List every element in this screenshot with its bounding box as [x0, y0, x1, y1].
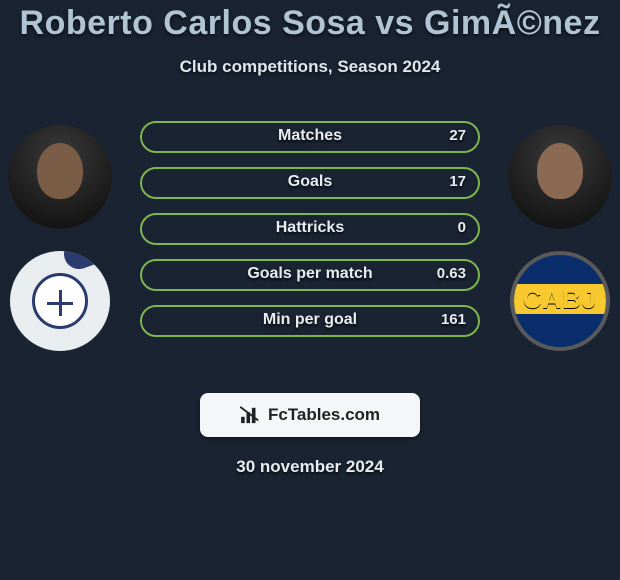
- crest-shield-icon: [32, 273, 88, 329]
- club-badge-left: [10, 251, 110, 351]
- stat-value: 17: [449, 173, 466, 190]
- stat-pill-hattricks: Hattricks 0: [140, 213, 480, 245]
- stat-label: Goals: [142, 173, 478, 191]
- club-badge-right: CABJ: [510, 251, 610, 351]
- stat-pill-goals: Goals 17: [140, 167, 480, 199]
- avatar-placeholder: [508, 125, 612, 229]
- stat-value: 27: [449, 127, 466, 144]
- page-title: Roberto Carlos Sosa vs GimÃ©nez: [0, 4, 620, 43]
- boca-crest: CABJ: [514, 251, 606, 351]
- stat-pill-list: Matches 27 Goals 17 Hattricks 0 Goals pe…: [140, 121, 480, 337]
- stat-label: Hattricks: [142, 219, 478, 237]
- boca-stripe: CABJ: [514, 284, 606, 314]
- right-player-column: CABJ: [508, 125, 612, 351]
- stat-label: Matches: [142, 127, 478, 145]
- avatar-placeholder: [8, 125, 112, 229]
- boca-initials: CABJ: [523, 284, 598, 315]
- crest-plume-icon: [60, 251, 98, 273]
- subtitle: Club competitions, Season 2024: [0, 57, 620, 77]
- attribution-text: FcTables.com: [268, 405, 380, 425]
- attribution-badge: FcTables.com: [200, 393, 420, 437]
- stat-pill-min-per-goal: Min per goal 161: [140, 305, 480, 337]
- date-line: 30 november 2024: [0, 457, 620, 477]
- stat-pill-goals-per-match: Goals per match 0.63: [140, 259, 480, 291]
- stat-pill-matches: Matches 27: [140, 121, 480, 153]
- stat-value: 0.63: [437, 265, 466, 282]
- stat-label: Goals per match: [142, 265, 478, 283]
- comparison-card: Roberto Carlos Sosa vs GimÃ©nez Club com…: [0, 0, 620, 477]
- player-avatar-right: [508, 125, 612, 229]
- stat-label: Min per goal: [142, 311, 478, 329]
- stat-value: 161: [441, 311, 466, 328]
- stat-value: 0: [458, 219, 466, 236]
- player-avatar-left: [8, 125, 112, 229]
- left-player-column: [8, 125, 112, 351]
- stats-area: CABJ Matches 27 Goals 17 Hattricks 0 Goa…: [0, 117, 620, 377]
- silhouette-icon: [537, 143, 583, 199]
- silhouette-icon: [37, 143, 83, 199]
- chart-bars-icon: [240, 406, 262, 424]
